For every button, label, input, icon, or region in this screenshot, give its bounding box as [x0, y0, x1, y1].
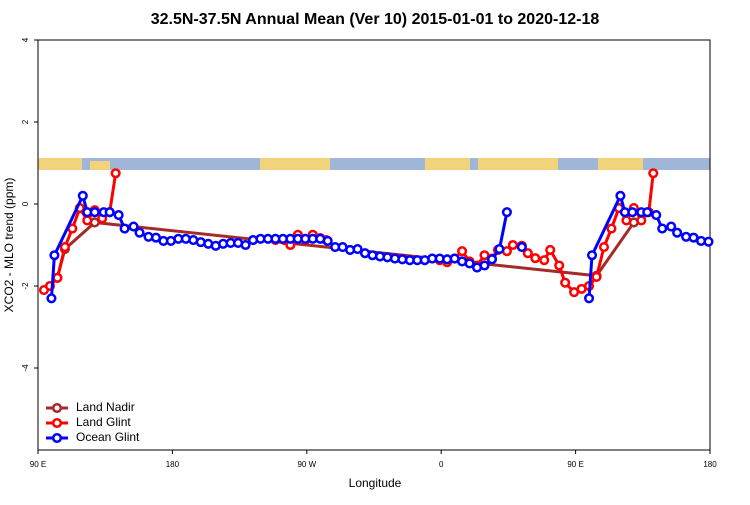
x-tick-label: 90 E — [30, 460, 46, 469]
data-point — [479, 260, 490, 271]
data-point — [615, 190, 626, 201]
y-tick-label: -2 — [21, 282, 30, 290]
x-tick-label: 180 — [166, 460, 180, 469]
y-tick-label: 0 — [21, 201, 30, 206]
data-point — [516, 242, 527, 253]
data-point — [642, 207, 653, 218]
data-point — [104, 207, 115, 218]
legend-marker — [51, 432, 63, 444]
y-axis-label: XCO2 - MLO trend (ppm) — [2, 178, 16, 313]
y-tick-label: 4 — [21, 37, 30, 42]
data-point — [322, 235, 333, 246]
data-point — [621, 215, 632, 226]
data-point — [119, 223, 130, 234]
data-point — [82, 215, 93, 226]
data-point — [464, 258, 475, 269]
x-axis-label: Longitude — [349, 476, 402, 490]
data-point — [651, 210, 662, 221]
y-tick-label: 2 — [21, 119, 30, 124]
legend-label: Land Glint — [76, 415, 131, 429]
data-point — [352, 244, 363, 255]
x-tick-label: 90 E — [567, 460, 583, 469]
legend-label: Land Nadir — [76, 400, 135, 414]
data-point — [672, 227, 683, 238]
data-point — [457, 246, 468, 257]
data-point — [494, 244, 505, 255]
legend-marker — [51, 402, 63, 414]
data-point — [240, 239, 251, 251]
data-point — [636, 215, 647, 226]
data-point — [591, 271, 602, 283]
data-point — [657, 223, 668, 234]
data-point — [554, 260, 565, 271]
data-point — [52, 272, 63, 283]
data-point — [522, 248, 533, 259]
map-strip — [38, 158, 710, 170]
data-point — [128, 221, 139, 232]
data-point — [134, 227, 145, 238]
legend-marker — [51, 417, 63, 429]
data-point — [59, 242, 70, 253]
plot-frame — [37, 39, 711, 451]
y-tick-label: -4 — [21, 364, 30, 372]
data-point — [703, 236, 714, 247]
data-point — [586, 250, 598, 261]
data-point — [46, 293, 57, 304]
data-point — [598, 242, 610, 253]
data-point — [501, 207, 512, 218]
data-point — [530, 253, 541, 264]
x-tick-label: 90 W — [297, 460, 316, 469]
data-point — [539, 255, 550, 266]
data-point — [627, 207, 638, 218]
data-point — [666, 221, 677, 232]
data-point — [648, 168, 659, 179]
x-tick-label: 0 — [439, 460, 444, 469]
data-point — [560, 277, 571, 288]
data-point — [49, 250, 60, 261]
x-tick-label: 180 — [703, 460, 717, 469]
data-point — [507, 239, 518, 251]
data-point — [545, 244, 556, 255]
data-point — [77, 190, 88, 201]
data-point — [113, 210, 124, 221]
data-point — [89, 207, 100, 218]
legend-label: Ocean Glint — [76, 430, 140, 444]
data-point — [583, 293, 595, 304]
data-point — [486, 254, 498, 265]
chart-title: 32.5N-37.5N Annual Mean (Ver 10) 2015-01… — [151, 11, 600, 28]
series-line — [49, 191, 709, 299]
data-point — [110, 168, 121, 179]
data-point — [606, 223, 617, 234]
